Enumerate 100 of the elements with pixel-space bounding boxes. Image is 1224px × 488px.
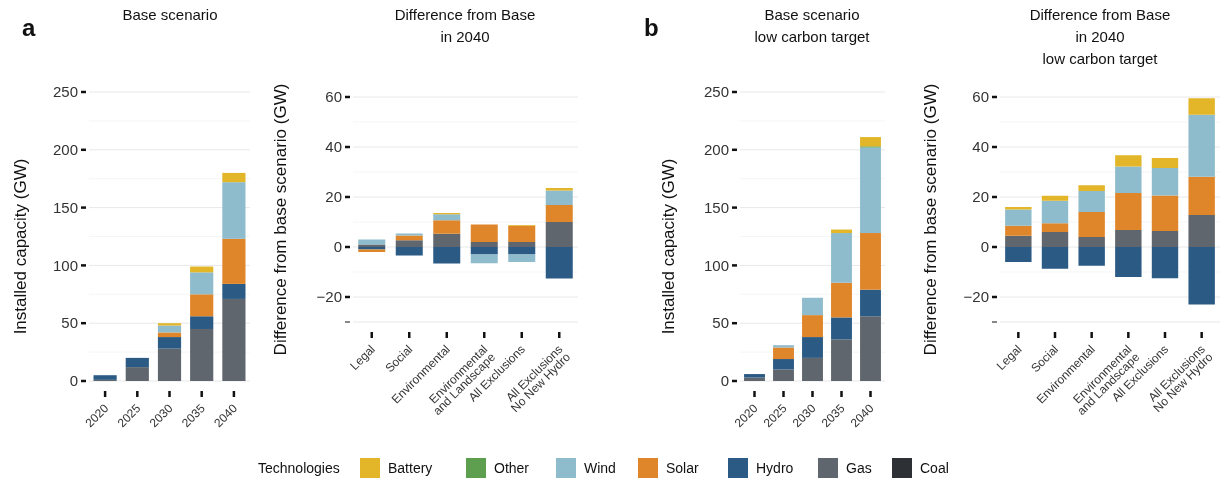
bar xyxy=(433,247,461,264)
bar xyxy=(1041,200,1069,224)
bar xyxy=(860,137,881,147)
bar xyxy=(157,332,182,338)
legend-label: Hydro xyxy=(756,459,794,476)
legend-label: Other xyxy=(494,459,530,476)
bar xyxy=(545,222,573,247)
bar xyxy=(1078,212,1105,237)
bar xyxy=(1188,176,1215,215)
y-tick-label: 150 xyxy=(52,198,78,216)
bar xyxy=(395,240,423,247)
y-tick-label: 0 xyxy=(720,372,729,390)
y-tick-label: 250 xyxy=(52,83,78,101)
bar xyxy=(222,172,246,183)
legend-label: Wind xyxy=(584,459,616,476)
bar xyxy=(1078,247,1105,266)
y-tick-label: 60 xyxy=(972,88,989,106)
y-tick-label: 0 xyxy=(69,372,78,390)
bar xyxy=(1041,223,1069,232)
y-tick-label: 200 xyxy=(52,141,78,159)
bar xyxy=(831,339,852,381)
bar xyxy=(222,283,246,299)
y-tick-label: 0 xyxy=(333,238,342,256)
bar xyxy=(860,233,881,290)
bar xyxy=(860,316,881,381)
bar xyxy=(470,242,498,247)
legend-label: Battery xyxy=(388,459,433,476)
bar xyxy=(545,205,573,222)
y-tick-label: 100 xyxy=(703,256,729,274)
bar xyxy=(395,247,423,256)
bar xyxy=(1115,230,1142,247)
legend-label: Coal xyxy=(920,459,949,476)
bar xyxy=(1151,168,1179,196)
bar xyxy=(1041,195,1069,201)
bar xyxy=(508,247,536,255)
bar xyxy=(773,359,794,370)
bar xyxy=(545,247,573,279)
y-axis-title: Difference from base scenario (GW) xyxy=(271,83,290,356)
bar xyxy=(222,298,246,381)
bar xyxy=(470,247,498,255)
bar xyxy=(773,369,794,381)
y-tick-label: 20 xyxy=(972,188,989,206)
bar xyxy=(190,328,214,381)
y-axis-title: Installed capacity (GW) xyxy=(11,158,30,335)
y-tick-label: 50 xyxy=(61,314,78,332)
bar xyxy=(470,224,498,242)
bar xyxy=(1151,158,1179,168)
bar xyxy=(1005,225,1032,236)
bar xyxy=(545,188,573,191)
bar xyxy=(802,315,823,338)
chart-title: Difference from Base in 2040 low carbon target xyxy=(1029,6,1171,67)
bar xyxy=(395,233,423,236)
bar xyxy=(1005,209,1032,226)
y-tick-label: 50 xyxy=(712,314,729,332)
bar xyxy=(433,214,461,221)
bar xyxy=(93,375,117,380)
y-tick-label: 100 xyxy=(52,256,78,274)
bar xyxy=(802,297,823,316)
bar xyxy=(831,282,852,318)
bar xyxy=(470,254,498,264)
bar xyxy=(508,242,536,247)
y-tick-label: 60 xyxy=(325,88,342,106)
bar xyxy=(125,357,149,368)
bar xyxy=(157,337,182,349)
bar xyxy=(1115,166,1142,193)
bar xyxy=(545,190,573,205)
bar xyxy=(1188,98,1215,115)
bar xyxy=(1005,235,1032,247)
legend-label: Gas xyxy=(846,459,872,476)
bar xyxy=(190,294,214,317)
bar xyxy=(802,357,823,381)
bar xyxy=(508,225,536,242)
bar xyxy=(222,182,246,239)
bar xyxy=(831,233,852,283)
bar xyxy=(860,289,881,317)
y-tick-label: 250 xyxy=(703,83,729,101)
bar xyxy=(773,347,794,360)
y-tick-label: −20 xyxy=(963,288,989,306)
text: a xyxy=(22,14,36,41)
y-tick-label: 200 xyxy=(703,141,729,159)
bar xyxy=(1041,232,1069,247)
bar xyxy=(508,254,536,262)
bar xyxy=(1115,193,1142,230)
bar xyxy=(1041,247,1069,269)
bar xyxy=(1005,247,1032,262)
bar xyxy=(358,239,386,245)
y-axis-title: Difference from base scenario (GW) xyxy=(921,83,940,356)
bar xyxy=(1115,247,1142,277)
y-tick-label: 40 xyxy=(325,138,342,156)
bar xyxy=(860,147,881,234)
bar xyxy=(1151,247,1179,279)
bar xyxy=(1151,195,1179,231)
chart-title: Base scenario xyxy=(122,6,218,23)
bar xyxy=(802,337,823,358)
bar xyxy=(1115,155,1142,167)
chart-title: Difference from Base in 2040 xyxy=(394,6,536,45)
bar xyxy=(1078,237,1105,247)
bar xyxy=(190,316,214,329)
chart-title: Base scenario low carbon target xyxy=(754,6,871,45)
legend-title: Technologies xyxy=(258,459,340,476)
